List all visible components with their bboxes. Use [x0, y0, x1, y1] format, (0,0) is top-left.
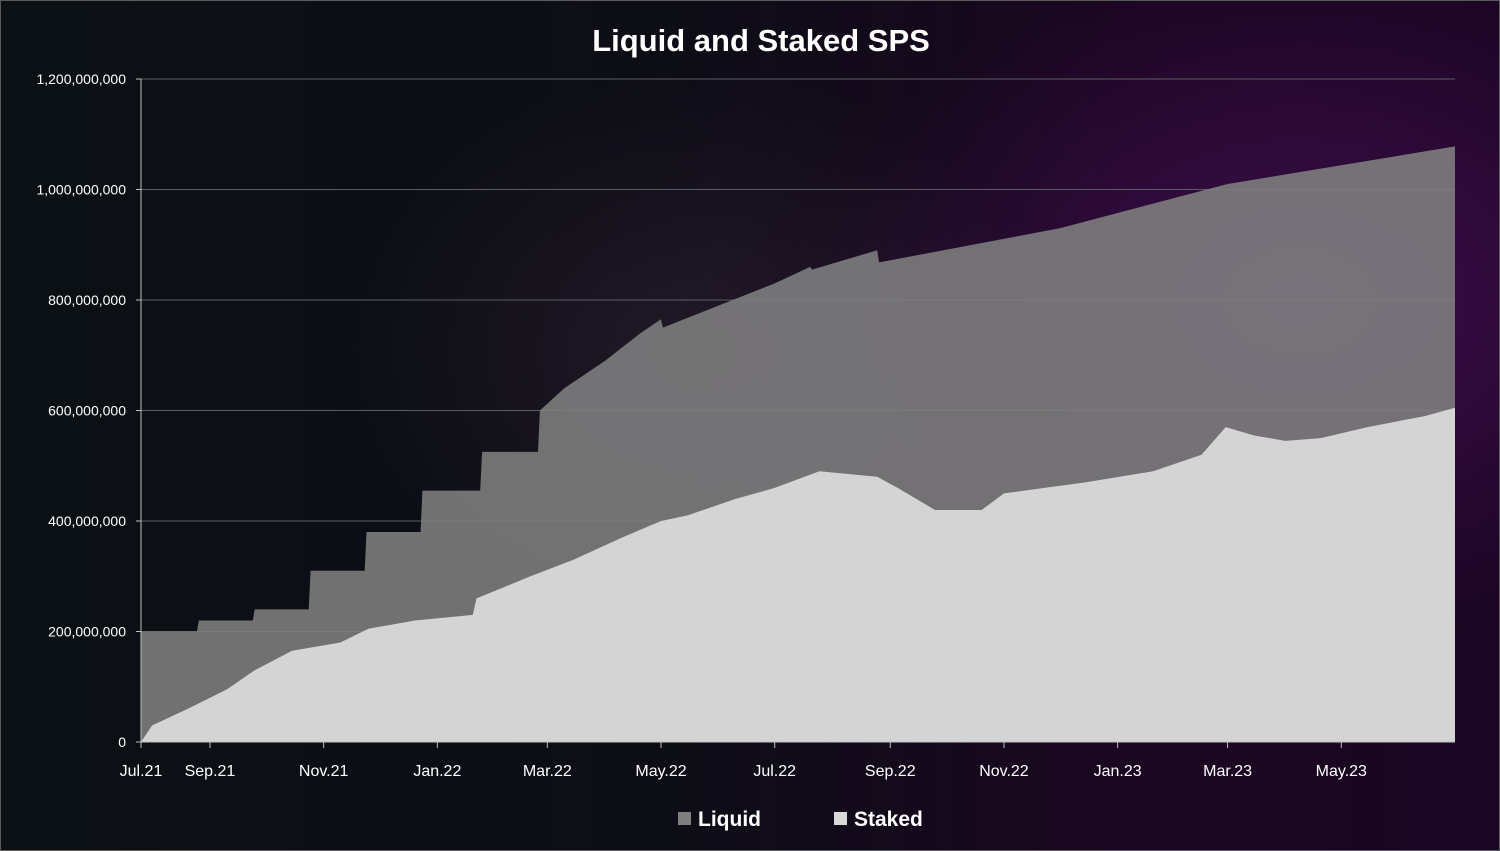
x-tick-label: Jul.22: [753, 763, 796, 780]
y-tick-label: 1,200,000,000: [36, 71, 126, 87]
x-tick-label: Jul.21: [120, 763, 163, 780]
series-areas: [141, 146, 1455, 742]
x-tick-label: Mar.23: [1203, 763, 1252, 780]
x-tick-label: May.22: [635, 763, 686, 780]
x-tick-label: Nov.22: [979, 763, 1029, 780]
x-axis-ticks: Jul.21 Sep.21 Nov.21 Jan.22 Mar.22 May.22 Jul.…: [120, 742, 1367, 780]
y-axis-ticks: 0 200,000,000 400,000,000 600,000,000 800,00…: [36, 71, 141, 750]
legend: Liquid Staked: [678, 808, 923, 831]
x-tick-label: Sep.22: [865, 763, 916, 780]
legend-label-staked: Staked: [854, 808, 923, 831]
y-tick-label: 400,000,000: [48, 513, 126, 529]
y-tick-label: 1,000,000,000: [36, 182, 126, 198]
y-tick-label: 200,000,000: [48, 624, 126, 640]
x-tick-label: May.23: [1316, 763, 1367, 780]
chart-title: Liquid and Staked SPS: [592, 23, 930, 58]
x-tick-label: Sep.21: [185, 763, 236, 780]
x-tick-label: Jan.23: [1094, 763, 1142, 780]
x-tick-label: Nov.21: [299, 763, 349, 780]
y-tick-label: 800,000,000: [48, 292, 126, 308]
legend-label-liquid: Liquid: [698, 808, 761, 831]
legend-swatch-staked: [834, 812, 847, 825]
x-tick-label: Mar.22: [523, 763, 572, 780]
area-staked: [141, 407, 1455, 742]
x-tick-label: Jan.22: [413, 763, 461, 780]
y-tick-label: 0: [118, 734, 126, 750]
y-tick-label: 600,000,000: [48, 403, 126, 419]
legend-swatch-liquid: [678, 812, 691, 825]
